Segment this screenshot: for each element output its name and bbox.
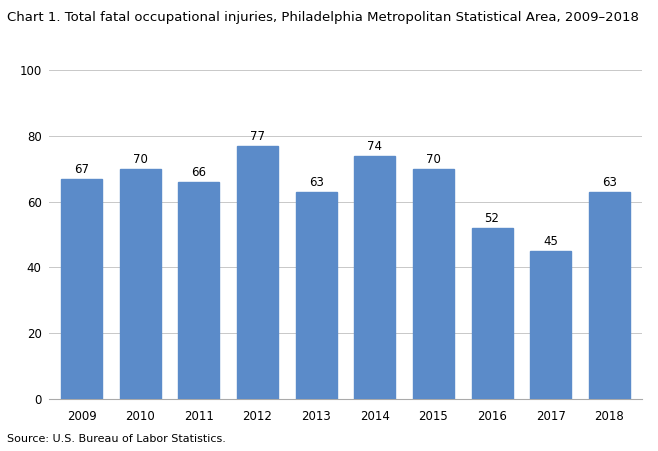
Text: 74: 74 — [367, 140, 382, 153]
Text: Chart 1. Total fatal occupational injuries, Philadelphia Metropolitan Statistica: Chart 1. Total fatal occupational injuri… — [7, 11, 638, 24]
Text: 67: 67 — [74, 163, 89, 176]
Text: 63: 63 — [602, 176, 617, 189]
Bar — [530, 251, 571, 399]
Text: 77: 77 — [250, 130, 265, 143]
Bar — [589, 192, 630, 399]
Bar — [237, 146, 278, 399]
Text: 45: 45 — [544, 235, 558, 249]
Bar — [413, 169, 454, 399]
Text: 63: 63 — [309, 176, 324, 189]
Bar — [120, 169, 161, 399]
Text: 66: 66 — [191, 166, 207, 179]
Text: 70: 70 — [426, 153, 441, 166]
Text: Source: U.S. Bureau of Labor Statistics.: Source: U.S. Bureau of Labor Statistics. — [7, 434, 226, 444]
Text: 52: 52 — [484, 212, 499, 226]
Bar — [61, 179, 102, 399]
Text: 70: 70 — [133, 153, 147, 166]
Bar — [295, 192, 337, 399]
Bar — [354, 156, 395, 399]
Bar — [472, 228, 513, 399]
Bar — [178, 182, 219, 399]
